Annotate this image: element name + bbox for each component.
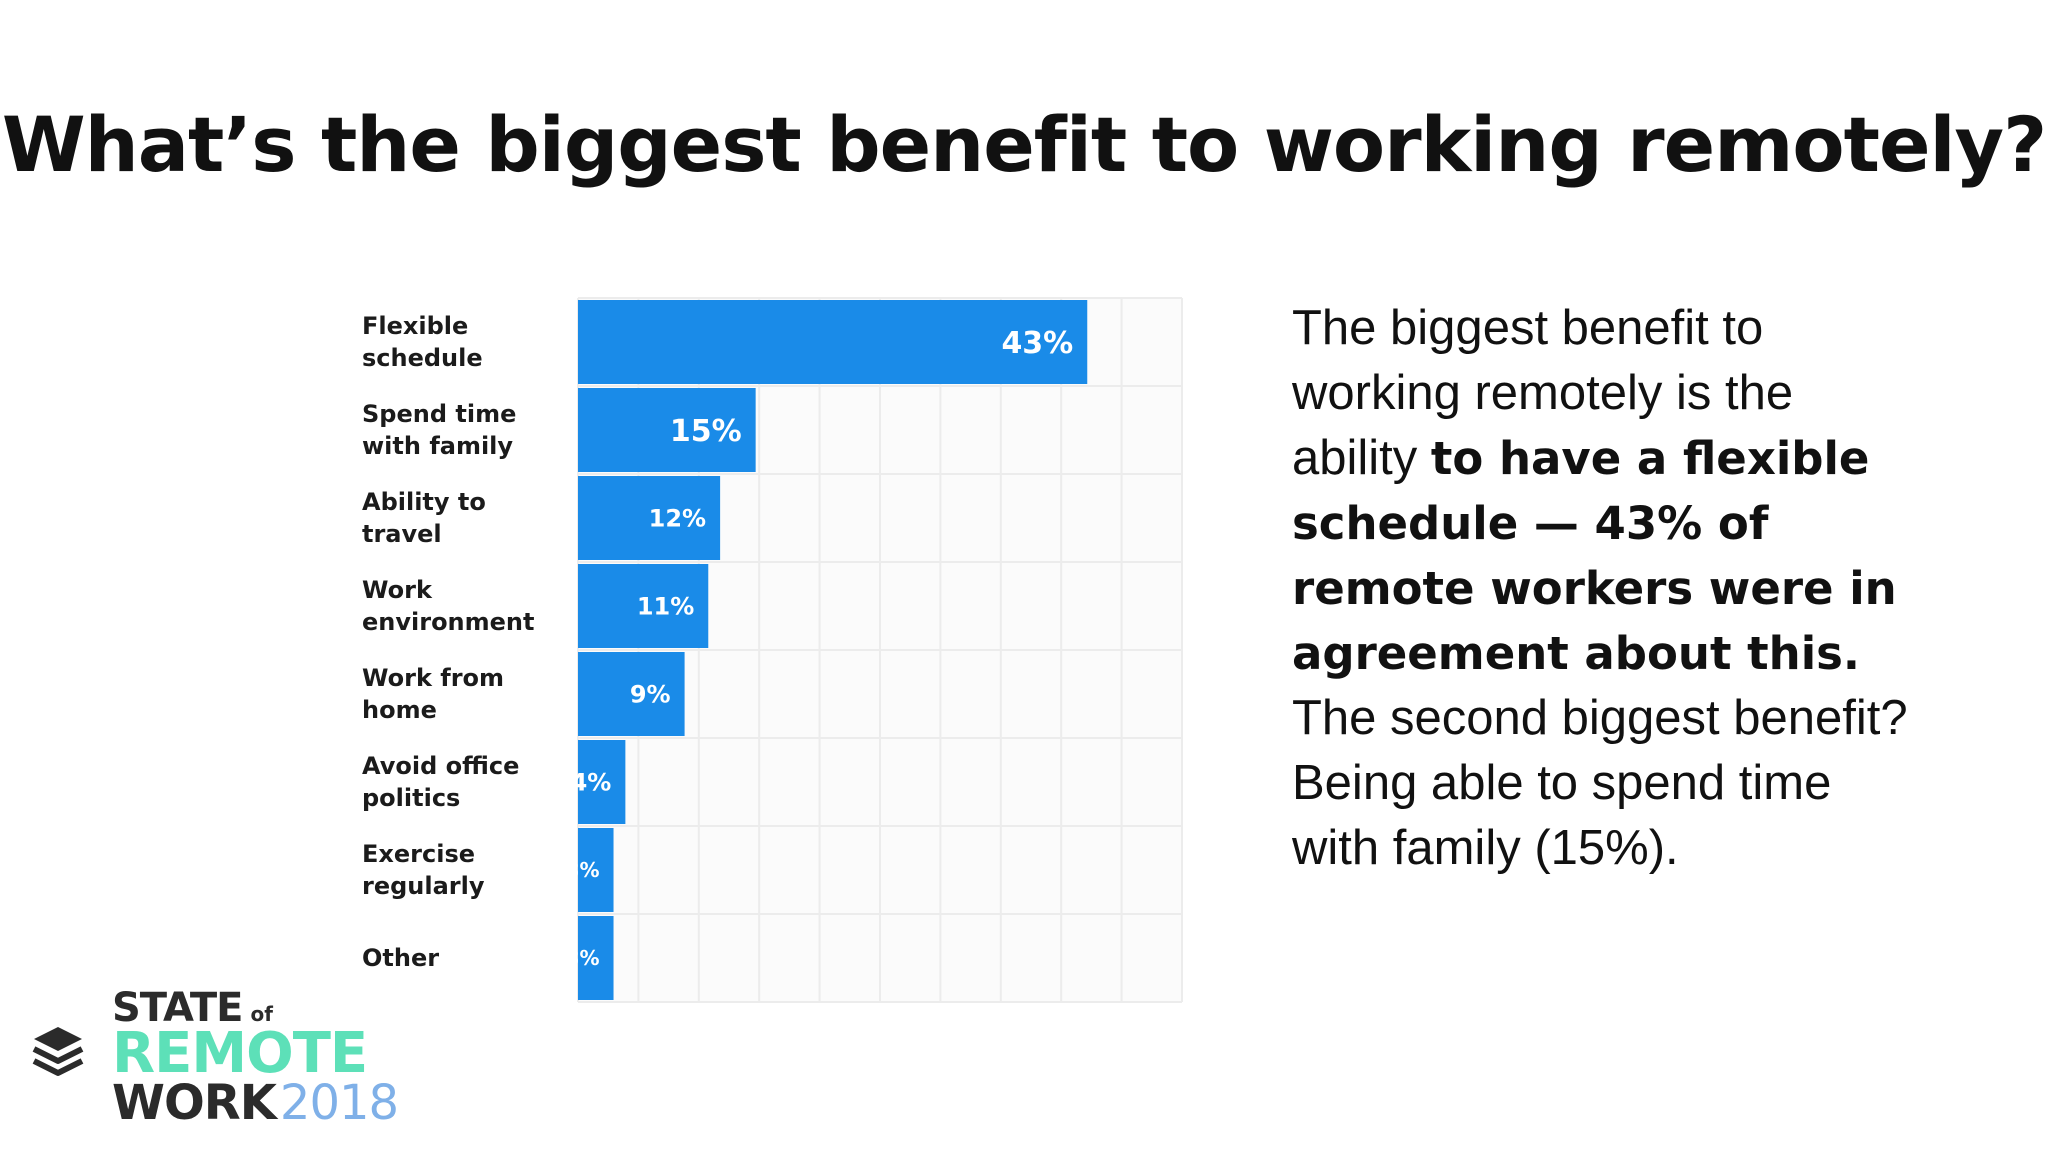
bar — [578, 476, 721, 560]
bar-value-label: 15% — [670, 414, 742, 449]
state-of-remote-work-logo: STATE of REMOTE WORK2018 — [30, 985, 399, 1131]
category-label: Other — [362, 944, 439, 972]
bar-value-label: 3% — [566, 858, 600, 882]
stacked-layers-icon — [32, 1027, 84, 1076]
category-label: Work environment — [362, 576, 535, 636]
bar-chart: 43% 15% 12% 11% 9% 4% 3% 3% Flexible schedule Spe… — [362, 297, 1183, 1003]
category-label: Flexible schedule — [362, 312, 483, 372]
bar-value-label: 11% — [637, 593, 694, 621]
bar — [578, 916, 614, 1000]
category-label: Exercise regularly — [362, 840, 485, 900]
logo-state-line: STATE of — [112, 985, 273, 1031]
bars: 43% 15% 12% 11% 9% 4% 3% 3% — [566, 300, 1088, 1000]
summary-text-bold: to have a flexible schedule — 43% of rem… — [1292, 432, 1897, 680]
logo-of: of — [250, 1002, 273, 1026]
bar — [578, 740, 626, 824]
bar — [578, 564, 709, 648]
bar — [578, 388, 756, 472]
slide-title: What’s the biggest benefit to working re… — [1, 100, 2047, 189]
logo-work: WORK — [112, 1075, 277, 1131]
logo-state: STATE — [112, 985, 243, 1031]
logo-work-line: WORK2018 — [112, 1075, 399, 1131]
category-labels: Flexible schedule Spend time with family Abi… — [362, 312, 535, 972]
category-label: Ability to travel — [362, 488, 486, 548]
logo-remote: REMOTE — [112, 1021, 368, 1086]
category-label: Work from home — [362, 664, 504, 724]
bar-value-label: 4% — [571, 769, 612, 797]
bar — [578, 300, 1088, 384]
summary-text-part1: The biggest benefit to working remotely … — [1292, 301, 1794, 485]
summary-text-part2: The second biggest benefit? Being able t… — [1292, 691, 1908, 875]
logo-year: 2018 — [279, 1075, 399, 1131]
category-label: Spend time with family — [362, 400, 516, 460]
bar-value-label: 9% — [630, 681, 671, 709]
bar — [578, 652, 685, 736]
bar-value-label: 12% — [649, 505, 706, 533]
summary-text: The biggest benefit to working remotely … — [1292, 296, 1912, 881]
category-label: Avoid office politics — [362, 752, 519, 812]
bar-value-label: 3% — [566, 946, 600, 970]
bar-value-label: 43% — [1001, 326, 1073, 361]
bar — [578, 828, 614, 912]
